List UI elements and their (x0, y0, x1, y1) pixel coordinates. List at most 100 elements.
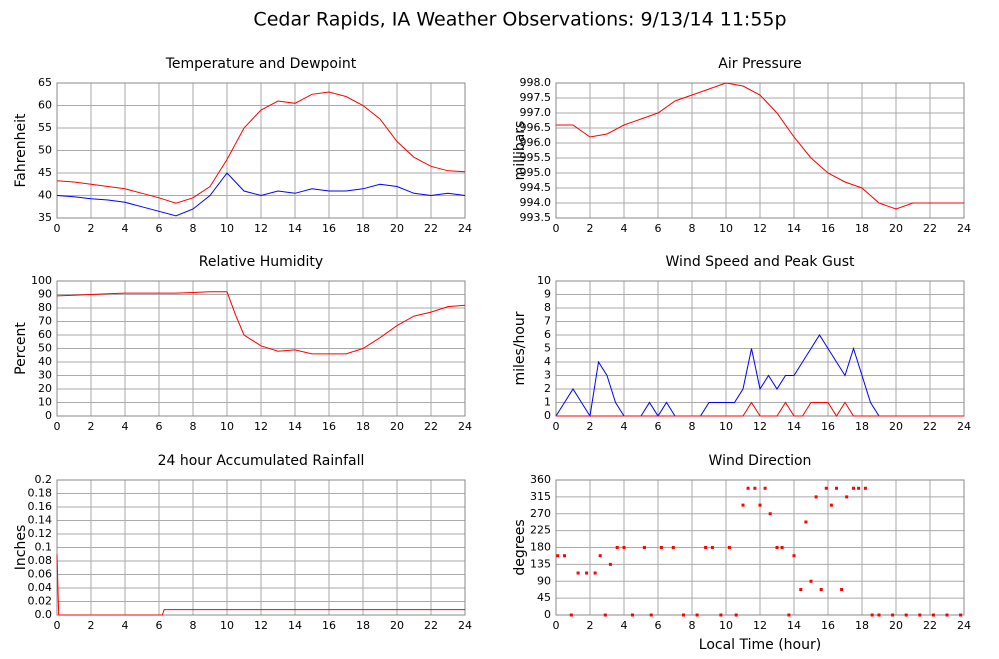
data-point (598, 554, 602, 558)
y-tick-label: 996.0 (520, 136, 552, 149)
y-tick-label: 6 (544, 328, 551, 341)
x-tick-label: 0 (54, 619, 61, 632)
y-tick-label: 270 (530, 507, 551, 520)
x-tick-label: 20 (889, 222, 903, 235)
x-tick-label: 4 (122, 619, 129, 632)
y-tick-label: 100 (31, 274, 52, 287)
data-point (787, 613, 791, 617)
y-tick-label: 994.0 (520, 196, 552, 209)
y-tick-label: 0.14 (28, 514, 53, 527)
x-tick-label: 14 (787, 222, 801, 235)
y-tick-label: 180 (530, 541, 551, 554)
x-tick-label: 6 (655, 619, 662, 632)
x-tick-label: 20 (889, 420, 903, 433)
y-tick-label: 0.02 (28, 595, 53, 608)
x-tick-label: 24 (458, 222, 472, 235)
x-tick-label: 16 (821, 619, 835, 632)
data-point (631, 613, 634, 617)
x-tick-label: 6 (655, 420, 662, 433)
data-point (852, 486, 855, 490)
x-tick-label: 14 (787, 619, 801, 632)
y-axis-label: Inches (13, 525, 29, 570)
y-tick-label: 90 (537, 574, 551, 587)
x-tick-label: 24 (957, 619, 971, 632)
y-tick-label: 995.5 (520, 151, 552, 164)
x-tick-label: 0 (553, 222, 560, 235)
x-tick-label: 10 (220, 420, 234, 433)
x-tick-label: 24 (458, 619, 472, 632)
y-tick-label: 0.0 (35, 608, 53, 621)
data-point (576, 571, 580, 575)
data-point (585, 571, 589, 575)
y-tick-label: 225 (530, 524, 551, 537)
x-tick-label: 2 (88, 420, 95, 433)
x-tick-label: 14 (288, 420, 302, 433)
x-tick-label: 12 (254, 420, 268, 433)
y-tick-label: 0 (45, 409, 52, 422)
y-tick-label: 996.5 (520, 121, 552, 134)
x-tick-label: 4 (621, 619, 628, 632)
x-tick-label: 12 (753, 619, 767, 632)
y-tick-label: 80 (38, 301, 52, 314)
data-point (904, 613, 908, 617)
y-tick-label: 1 (544, 396, 551, 409)
x-tick-label: 16 (821, 420, 835, 433)
data-line (56, 554, 465, 616)
data-point (615, 546, 619, 549)
data-point (608, 562, 612, 566)
y-axis-label: millibars (512, 121, 528, 181)
data-point (775, 546, 779, 549)
x-tick-label: 0 (553, 420, 560, 433)
x-tick-label: 8 (190, 619, 197, 632)
data-point (603, 613, 607, 617)
x-tick-label: 2 (88, 619, 95, 632)
x-tick-label: 0 (54, 420, 61, 433)
data-point (863, 486, 867, 490)
x-tick-label: 20 (390, 619, 404, 632)
x-tick-label: 14 (288, 619, 302, 632)
x-axis-label: Local Time (hour) (699, 637, 821, 653)
y-tick-label: 20 (38, 382, 52, 395)
data-point (695, 613, 699, 617)
y-tick-label: 994.5 (520, 181, 552, 194)
data-line (56, 291, 466, 355)
y-tick-label: 40 (38, 189, 52, 202)
y-tick-label: 10 (38, 396, 52, 409)
data-point (840, 588, 844, 591)
x-tick-label: 20 (390, 420, 404, 433)
x-tick-label: 16 (322, 619, 336, 632)
x-tick-label: 8 (689, 420, 696, 433)
data-point (593, 571, 597, 575)
x-tick-label: 6 (655, 222, 662, 235)
y-tick-label: 70 (38, 315, 52, 328)
data-point (877, 613, 881, 617)
y-tick-label: 0.04 (28, 581, 53, 594)
x-tick-label: 14 (787, 420, 801, 433)
data-point (753, 486, 757, 490)
y-axis-label: miles/hour (512, 311, 528, 385)
y-tick-label: 4 (544, 355, 551, 368)
y-tick-label: 55 (38, 121, 52, 134)
data-point (824, 486, 828, 490)
x-tick-label: 12 (753, 420, 767, 433)
y-axis-label: degrees (512, 519, 528, 575)
subplot-title: Wind Speed and Peak Gust (666, 254, 855, 270)
y-axis-label: Percent (13, 322, 29, 375)
data-point (829, 503, 833, 507)
x-tick-label: 8 (689, 222, 696, 235)
y-tick-label: 60 (38, 99, 52, 112)
plot-frame (555, 479, 965, 616)
data-point (857, 486, 861, 490)
data-point (835, 486, 838, 490)
data-point (569, 613, 573, 617)
data-point (809, 579, 813, 583)
x-tick-label: 16 (322, 222, 336, 235)
x-tick-label: 10 (719, 420, 733, 433)
x-tick-label: 12 (254, 619, 268, 632)
x-tick-label: 8 (190, 420, 197, 433)
x-tick-label: 24 (458, 420, 472, 433)
y-tick-label: 998.0 (520, 76, 552, 89)
x-tick-label: 8 (689, 619, 696, 632)
y-tick-label: 8 (544, 301, 551, 314)
data-point (659, 546, 663, 549)
